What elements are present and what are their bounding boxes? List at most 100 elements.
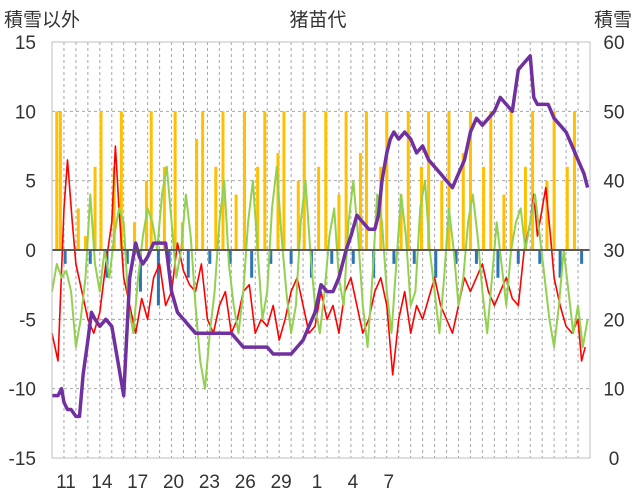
bar xyxy=(317,166,321,250)
bar xyxy=(419,166,423,250)
bar xyxy=(516,250,520,264)
right-tick-label: 20 xyxy=(603,310,624,331)
left-tick-label: 15 xyxy=(15,33,36,54)
bar xyxy=(385,111,389,250)
left-tick-label: -15 xyxy=(9,449,36,470)
bar xyxy=(392,250,396,264)
bar xyxy=(228,250,232,264)
x-tick-label: 29 xyxy=(271,472,292,493)
right-tick-label: 30 xyxy=(603,241,624,262)
bar xyxy=(214,166,218,250)
bar xyxy=(250,250,254,278)
bar xyxy=(58,111,62,250)
bar xyxy=(344,111,348,250)
series-line-purple xyxy=(52,54,590,419)
bar xyxy=(399,194,403,250)
right-axis-ticks: 60 50 40 30 20 10 0 xyxy=(603,33,624,470)
bar xyxy=(269,250,273,264)
bar xyxy=(195,139,199,250)
bar xyxy=(474,250,478,264)
bar xyxy=(208,250,212,264)
right-tick-label: 50 xyxy=(603,102,624,123)
left-tick-label: -10 xyxy=(9,380,36,401)
bar xyxy=(509,111,513,250)
bar xyxy=(502,194,506,250)
right-tick-label: 10 xyxy=(603,380,624,401)
left-tick-label: -5 xyxy=(19,310,36,331)
bar xyxy=(482,166,486,250)
bar xyxy=(112,166,116,250)
bar xyxy=(412,250,416,264)
bar xyxy=(454,250,458,264)
x-tick-label: 23 xyxy=(199,472,220,493)
bar xyxy=(434,250,438,278)
left-tick-label: 10 xyxy=(15,102,36,123)
right-tick-label: 0 xyxy=(609,449,620,470)
bar xyxy=(63,250,67,264)
bar xyxy=(330,250,334,264)
x-tick-label: 26 xyxy=(235,472,256,493)
bar xyxy=(263,111,267,250)
bar xyxy=(55,111,59,250)
bar xyxy=(221,111,225,250)
bar xyxy=(125,250,129,264)
bar xyxy=(99,111,103,250)
bar xyxy=(119,111,123,250)
bar xyxy=(565,166,569,250)
bar xyxy=(256,166,260,250)
bar xyxy=(156,250,160,306)
bar xyxy=(496,250,500,278)
bar xyxy=(88,250,92,264)
bar xyxy=(447,111,451,250)
left-axis-label: 積雪以外 xyxy=(4,9,80,31)
bar xyxy=(364,111,368,250)
bar xyxy=(351,250,355,264)
chart-title: 猪苗代 xyxy=(289,9,346,31)
bar xyxy=(162,166,166,250)
x-tick-label: 14 xyxy=(91,472,113,493)
bar xyxy=(337,194,341,250)
left-tick-label: 5 xyxy=(25,172,36,193)
bar xyxy=(201,111,205,250)
bar xyxy=(358,152,362,250)
bar xyxy=(132,222,136,250)
bar xyxy=(489,111,493,250)
bar xyxy=(296,180,300,250)
bar xyxy=(302,111,306,250)
left-tick-label: 0 xyxy=(25,241,36,262)
right-tick-label: 60 xyxy=(603,33,624,54)
bar xyxy=(138,250,142,292)
plot-frame xyxy=(51,41,591,459)
right-axis-label: 積雪 xyxy=(594,9,632,31)
x-tick-label: 11 xyxy=(56,472,76,493)
bar xyxy=(167,250,171,264)
bar xyxy=(558,250,562,278)
bar xyxy=(289,250,293,264)
bar xyxy=(545,180,549,250)
bar xyxy=(523,166,527,250)
bar xyxy=(93,166,97,250)
bar xyxy=(531,111,535,250)
bar xyxy=(83,236,87,250)
bar xyxy=(461,152,465,250)
x-tick-label: 20 xyxy=(163,472,184,493)
bar xyxy=(173,111,177,250)
bar xyxy=(427,111,431,250)
bar xyxy=(572,111,576,250)
bar xyxy=(186,250,190,278)
bar xyxy=(149,111,153,250)
bar xyxy=(282,111,286,250)
bar xyxy=(552,111,556,250)
x-axis-ticks: 11 14 17 20 23 26 29 1 4 7 xyxy=(56,472,394,493)
x-tick-label: 4 xyxy=(348,472,359,493)
x-tick-label: 7 xyxy=(383,472,394,493)
bar xyxy=(580,250,584,264)
right-tick-label: 40 xyxy=(603,172,624,193)
bar xyxy=(440,180,444,250)
bar-series xyxy=(55,111,584,306)
bar xyxy=(538,250,542,264)
bar xyxy=(234,194,238,250)
x-tick-label: 1 xyxy=(312,472,323,493)
x-tick-label: 17 xyxy=(127,472,148,493)
